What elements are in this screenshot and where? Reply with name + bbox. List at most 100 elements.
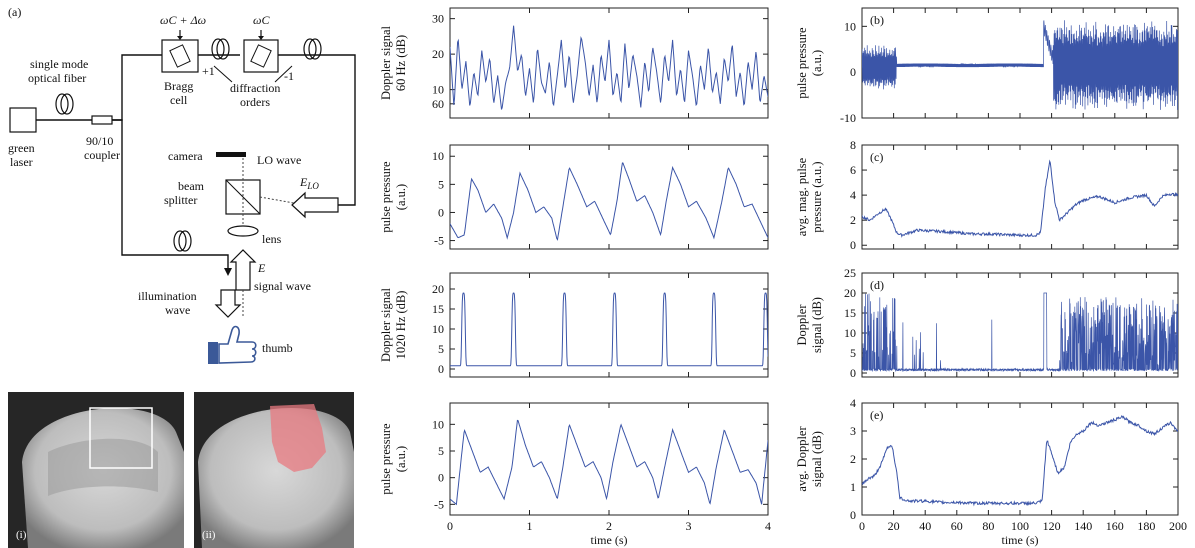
y-axis-label: signal (dB)	[810, 297, 824, 353]
y-tick-label: 0	[850, 65, 856, 79]
y-tick-label: 0	[438, 471, 444, 485]
x-tick-label: 0	[447, 519, 453, 533]
y-tick-label: 10	[844, 19, 856, 33]
y-tick-label: 10	[432, 149, 444, 163]
data-series-line	[862, 415, 1178, 507]
x-tick-label: 3	[686, 519, 692, 533]
beam-label-1: beam	[178, 179, 205, 193]
y-tick-label: 25	[844, 266, 856, 280]
minus-one-label: -1	[284, 69, 294, 83]
bragg-cell-1	[161, 39, 199, 73]
x-tick-label: 200	[1169, 519, 1187, 533]
x-tick-label: 40	[919, 519, 931, 533]
data-series-line	[450, 25, 768, 110]
y-axis-label: (a.u.)	[394, 184, 408, 210]
x-tick-label: 20	[888, 519, 900, 533]
fiber-coil-icon	[55, 38, 322, 252]
lens-label: lens	[262, 232, 282, 246]
y-tick-label: 5	[850, 346, 856, 360]
x-tick-label: 0	[859, 519, 865, 533]
lens-icon	[227, 225, 259, 237]
illumination-label-1: illumination	[138, 289, 197, 303]
y-tick-label: 0	[850, 238, 856, 252]
nail-photo-ii: (ii)	[194, 392, 354, 548]
plot-frame	[449, 272, 769, 378]
y-tick-label: 5	[438, 342, 444, 356]
camera-sensor	[216, 152, 246, 157]
y-tick-label: 1	[850, 480, 856, 494]
camera-label: camera	[168, 149, 203, 163]
bragg-cell-2	[243, 39, 279, 73]
y-axis-label: signal (dB)	[810, 431, 824, 487]
plus-one-label: +1	[202, 64, 215, 78]
lo-arrow-icon	[291, 191, 339, 219]
x-tick-label: 1	[527, 519, 533, 533]
e-lo-label: ELO	[299, 175, 319, 191]
y-axis-label: avg. mag. pulse	[795, 157, 809, 236]
fiber-path-lower	[112, 119, 229, 272]
chart-c-avg-mag-pulse: 0 2 4 6 8 avg. mag. pulse pressure (a.u.) (c)	[795, 138, 1179, 252]
green-laser-box	[9, 107, 37, 133]
panel-label: (c)	[870, 150, 883, 164]
y-tick-label: 0	[850, 366, 856, 380]
x-tick-label: 2	[606, 519, 612, 533]
x-tick-label: 140	[1074, 519, 1092, 533]
bragg-label-1: Bragg	[164, 79, 193, 93]
y-axis-label: Doppler	[795, 304, 809, 346]
y-tick-label: 8	[850, 138, 856, 152]
y-axis-label: avg. Doppler	[795, 426, 809, 492]
plot-frame	[449, 144, 769, 250]
x-tick-label: 180	[1137, 519, 1155, 533]
y-tick-label: -5	[434, 497, 444, 511]
fiber-arrow	[224, 268, 232, 276]
omega-label: ωC	[253, 13, 270, 27]
roi-box	[89, 407, 153, 469]
y-axis-label: Doppler signal	[379, 288, 393, 362]
signal-wave-label: signal wave	[254, 279, 311, 293]
thumb-icon	[208, 325, 257, 364]
panel-label: (b)	[870, 13, 884, 27]
data-series-line	[450, 419, 768, 506]
data-series-line	[862, 20, 1178, 110]
nail-photo-i: (i)	[8, 392, 184, 548]
y-tick-label: 15	[432, 302, 444, 316]
coupler-label-2: coupler	[84, 148, 120, 162]
illumination-label-2: wave	[165, 303, 190, 317]
chart-b-pulse-pressure: -10 0 10 pulse pressure (a.u.) (b)	[795, 7, 1179, 125]
y-tick-label: 2	[850, 213, 856, 227]
photo-i-label: (i)	[16, 529, 27, 541]
y-axis-label: pressure (a.u.)	[810, 161, 824, 232]
data-series-line	[450, 162, 768, 241]
x-tick-label: 80	[982, 519, 994, 533]
y-axis-label: (a.u.)	[810, 50, 824, 76]
y-tick-label: 0	[438, 362, 444, 376]
x-tick-label: 160	[1106, 519, 1124, 533]
x-axis-label: time (s)	[591, 533, 628, 547]
x-axis-label: time (s)	[1002, 533, 1039, 547]
y-tick-label: 0	[438, 205, 444, 219]
diffraction-label-1: diffraction	[230, 81, 280, 95]
x-tick-label: 60	[951, 519, 963, 533]
e-label: E	[257, 261, 266, 275]
y-tick-label: 2	[850, 452, 856, 466]
y-tick-label: 4	[850, 188, 856, 202]
y-tick-label: 30	[432, 12, 444, 26]
y-axis-label: 60 Hz (dB)	[394, 35, 408, 91]
laser-label-1: green	[8, 141, 35, 155]
y-tick-label: 10	[432, 83, 444, 97]
x-tick-label: 100	[1011, 519, 1029, 533]
y-axis-label: pulse pressure	[379, 423, 393, 495]
y-tick-label: -5	[434, 234, 444, 248]
y-tick-label: 0	[850, 508, 856, 522]
y-tick-label: -10	[840, 111, 856, 125]
diagram-panel-label: (a)	[8, 5, 21, 19]
bragg-label-2: cell	[170, 93, 188, 107]
y-axis-label: Doppler signal	[379, 26, 393, 100]
y-tick-label: 20	[432, 282, 444, 296]
fiber-path	[36, 54, 356, 206]
thumb-label: thumb	[262, 341, 293, 355]
laser-label-2: laser	[10, 155, 33, 169]
illumination-arrow-icon	[214, 289, 242, 318]
